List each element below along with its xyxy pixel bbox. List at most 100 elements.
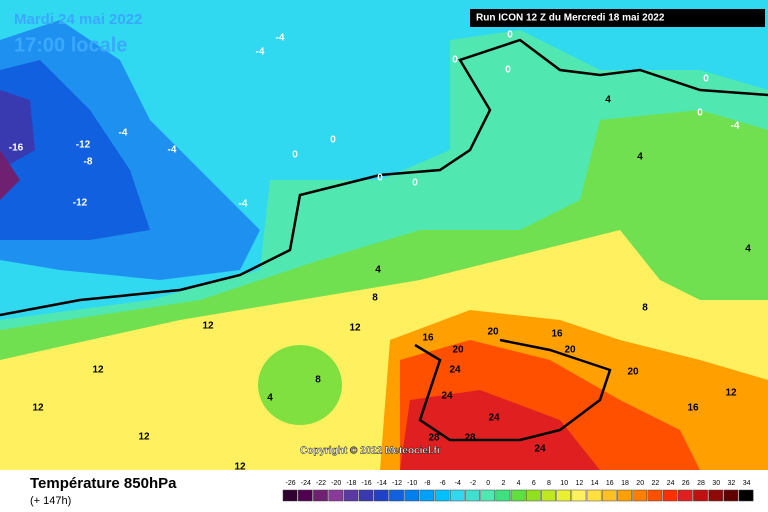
scale-label: 0: [486, 480, 490, 487]
isotherm-label: -4: [276, 33, 285, 44]
scale-label: -16: [362, 480, 372, 487]
isotherm-label: 12: [725, 388, 737, 399]
scale-swatch: [601, 489, 617, 502]
scale-label: 30: [712, 480, 720, 487]
isotherm-label: 28: [428, 433, 440, 444]
isotherm-label: 20: [564, 345, 576, 356]
isotherm-label: -12: [76, 140, 91, 151]
scale-swatch: [434, 489, 450, 502]
isotherm-label: 16: [687, 403, 699, 414]
scale-label: 6: [532, 480, 536, 487]
isotherm-label: 24: [534, 444, 546, 455]
isotherm-label: 8: [642, 303, 648, 314]
scale-swatch: [556, 489, 572, 502]
zero-isotherm: [0, 38, 768, 317]
scale-label: 20: [636, 480, 644, 487]
isotherm-label: -16: [9, 143, 24, 154]
scale-swatch: [465, 489, 480, 502]
scale-label: -14: [377, 480, 387, 487]
time: 17:00 locale: [14, 34, 127, 56]
scale-label: -10: [407, 480, 417, 487]
scale-label: 2: [501, 480, 505, 487]
isotherm-label: 8: [372, 293, 378, 304]
run-info: Run ICON 12 Z du Mercredi 18 mai 2022: [476, 13, 665, 24]
isotherm-labels: -12 -8 -16 -12 -4 -4 -4 -4 -4 0 0 0 0 0 0 0 4 8 12 12 12 12 12…: [9, 30, 751, 473]
scale-swatch: [389, 489, 404, 502]
color-scale: -26 -24 -22 -20 -18 -16 -14 -12 -10 -8 -6 -4 -2 0 2 4 6 8…: [282, 480, 754, 502]
scale-swatch: [419, 489, 435, 502]
scale-label: 16: [606, 480, 614, 487]
isotherm-label: -8: [84, 157, 93, 168]
isotherm-label: 8: [315, 375, 321, 386]
isotherm-label: -4: [731, 121, 740, 132]
scale-swatch: [541, 489, 556, 502]
isotherm-label: -4: [239, 199, 248, 210]
scale-swatch: [282, 489, 298, 502]
scale-swatch: [723, 489, 739, 502]
isotherm-label: 12: [32, 403, 44, 414]
scale-swatch: [617, 489, 632, 502]
scale-label: -24: [301, 480, 311, 487]
isotherm-label: 12: [349, 323, 361, 334]
scale-label: -6: [439, 480, 445, 487]
scale-label: 14: [591, 480, 599, 487]
scale-swatch: [693, 489, 708, 502]
isotherm-label: 4: [745, 244, 751, 255]
isotherm-label: 12: [138, 432, 150, 443]
scale-label: 10: [560, 480, 568, 487]
scale-label: 8: [547, 480, 551, 487]
scale-swatch: [480, 489, 496, 502]
isotherm-label: -4: [168, 145, 177, 156]
scale-swatch: [571, 489, 587, 502]
isotherm-label: 4: [637, 152, 643, 163]
scale-swatch: [495, 489, 511, 502]
scale-label: 24: [667, 480, 675, 487]
isotherm-label: 0: [697, 108, 703, 119]
scale-swatch: [358, 489, 374, 502]
scale-label: -26: [286, 480, 296, 487]
scale-label: 4: [517, 480, 521, 487]
footer-lead: (+ 147h): [30, 495, 71, 507]
scale-swatch: [647, 489, 663, 502]
isotherm-label: -4: [119, 128, 128, 139]
isotherm-label: 4: [375, 265, 381, 276]
scale-swatch: [662, 489, 678, 502]
scale-swatch: [708, 489, 724, 502]
isotherm-label: 24: [441, 391, 453, 402]
scale-swatch: [677, 489, 693, 502]
scale-swatch: [738, 489, 754, 502]
scale-swatch: [632, 489, 648, 502]
scale-label: 28: [697, 480, 705, 487]
isotherm-label: 28: [464, 433, 476, 444]
scale-swatch: [404, 489, 420, 502]
colder-region: [0, 60, 150, 240]
scale-swatch: [525, 489, 541, 502]
scale-label: -18: [346, 480, 356, 487]
scale-label: 12: [576, 480, 584, 487]
isotherm-label: 0: [703, 74, 709, 85]
isotherm-label: 16: [551, 329, 563, 340]
scale-label: 34: [743, 480, 751, 487]
isotherm-label: 0: [377, 173, 383, 184]
isotherm-label: 0: [412, 178, 418, 189]
isotherm-label: 0: [505, 65, 511, 76]
isotherm-label: -12: [73, 198, 88, 209]
isotherm-label: 20: [487, 327, 499, 338]
scale-swatch: [449, 489, 465, 502]
isotherm-label: 4: [267, 393, 273, 404]
scale-label: -12: [392, 480, 402, 487]
coldest-region: [0, 90, 35, 170]
scale-label: 26: [682, 480, 690, 487]
date: Mardi 24 mai 2022: [14, 11, 142, 28]
scale-swatch: [297, 489, 313, 502]
scale-swatch: [343, 489, 359, 502]
scale-label: -2: [470, 480, 476, 487]
coldest-core: [0, 150, 20, 200]
scale-label: -4: [455, 480, 461, 487]
scale-swatch: [510, 489, 526, 502]
footer-title: Température 850hPa: [30, 475, 177, 492]
scale-label: 32: [728, 480, 736, 487]
isotherm-label: 0: [330, 135, 336, 146]
isotherm-label: 0: [452, 55, 458, 66]
